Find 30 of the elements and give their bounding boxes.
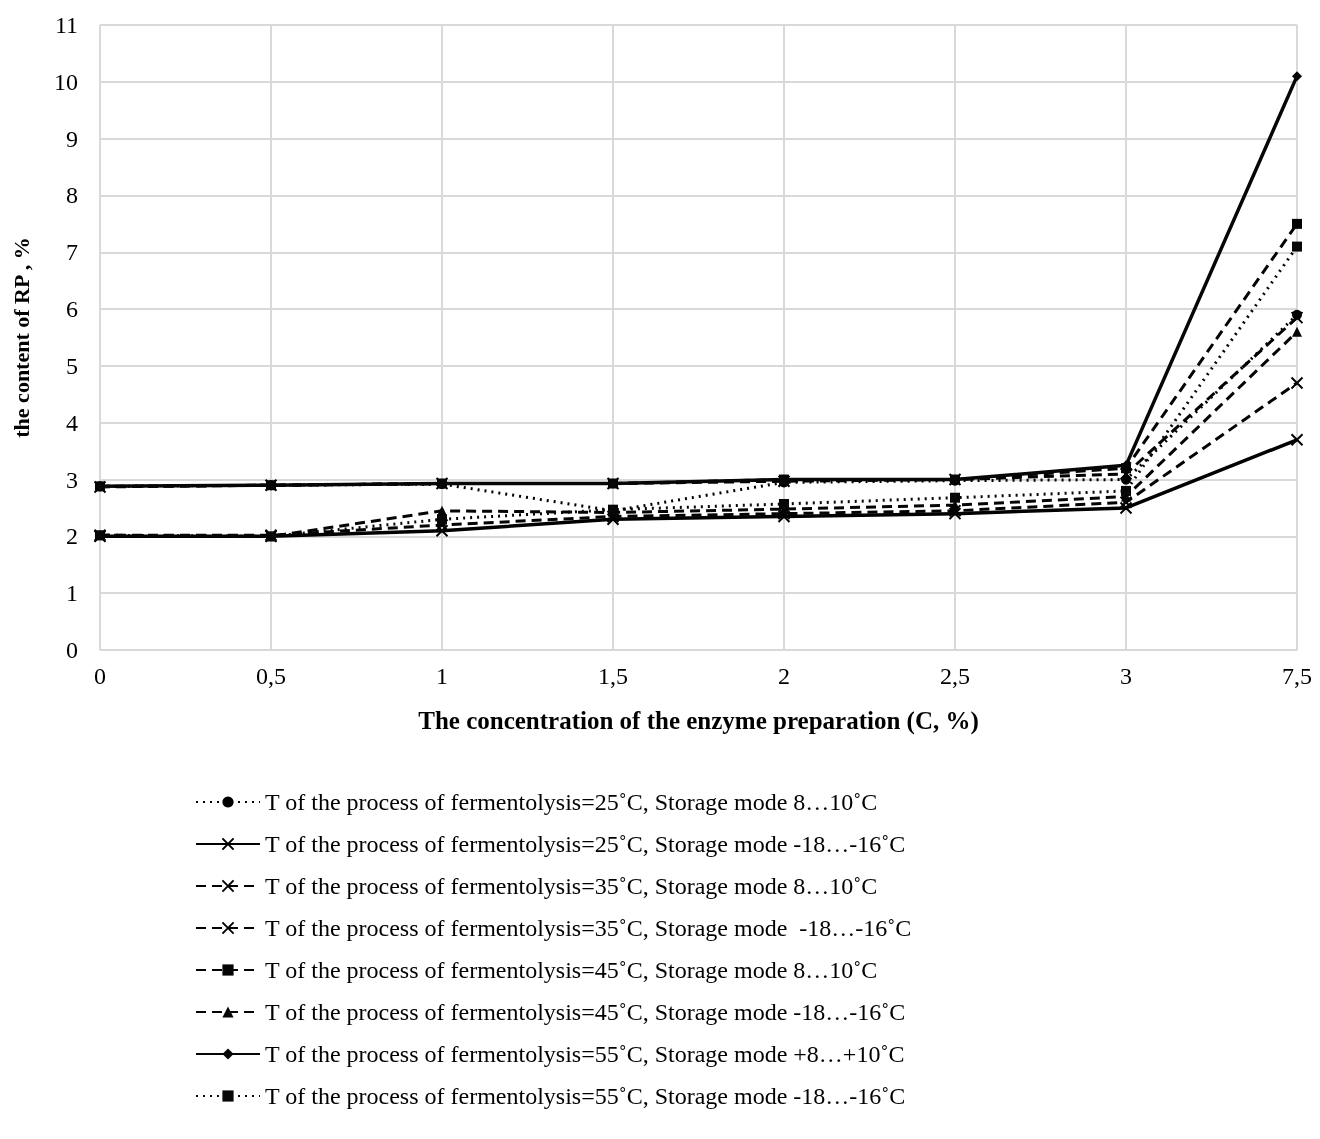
y-tick-label: 6 [66, 296, 78, 323]
y-tick-label: 5 [66, 352, 78, 379]
legend-label: T of the process of fermentolysis=35˚C, Storage mode 8…10˚C [265, 873, 878, 899]
legend-label: T of the process of fermentolysis=25˚C, Storage mode -18…-16˚C [265, 831, 906, 857]
y-tick-label: 9 [66, 125, 78, 152]
legend-label: T of the process of fermentolysis=45˚C, Storage mode 8…10˚C [265, 957, 878, 983]
legend-label: T of the process of fermentolysis=25˚C, Storage mode 8…10˚C [265, 789, 878, 815]
y-tick-label: 2 [66, 523, 78, 550]
legend-label: T of the process of fermentolysis=35˚C, Storage mode -18…-16˚C [265, 915, 912, 941]
x-tick-label: 2 [778, 663, 790, 689]
legend-label: T of the process of fermentolysis=55˚C, Storage mode -18…-16˚C [265, 1083, 906, 1109]
y-tick-label: 8 [66, 182, 78, 209]
y-tick-label: 3 [66, 466, 78, 493]
x-tick-label: 0 [94, 663, 106, 689]
y-tick-label: 11 [54, 12, 78, 38]
legend-label: T of the process of fermentolysis=45˚C, Storage mode -18…-16˚C [265, 999, 906, 1025]
y-axis-title: the content of RP , % [8, 237, 34, 438]
x-tick-label: 3 [1120, 663, 1132, 689]
y-tick-label: 7 [66, 239, 78, 266]
x-tick-label: 1 [436, 663, 448, 689]
y-tick-label: 1 [66, 580, 78, 607]
y-tick-label: 0 [66, 637, 78, 663]
x-tick-label: 1,5 [598, 663, 628, 689]
x-tick-label: 7,5 [1282, 663, 1312, 689]
x-tick-label: 2,5 [940, 663, 970, 689]
y-tick-label: 4 [66, 409, 78, 436]
x-tick-label: 0,5 [256, 663, 286, 689]
x-axis-title: The concentration of the enzyme preparation (C, %) [418, 707, 979, 735]
y-tick-label: 10 [54, 68, 78, 95]
legend-label: T of the process of fermentolysis=55˚C, Storage mode +8…+10˚C [265, 1041, 905, 1067]
